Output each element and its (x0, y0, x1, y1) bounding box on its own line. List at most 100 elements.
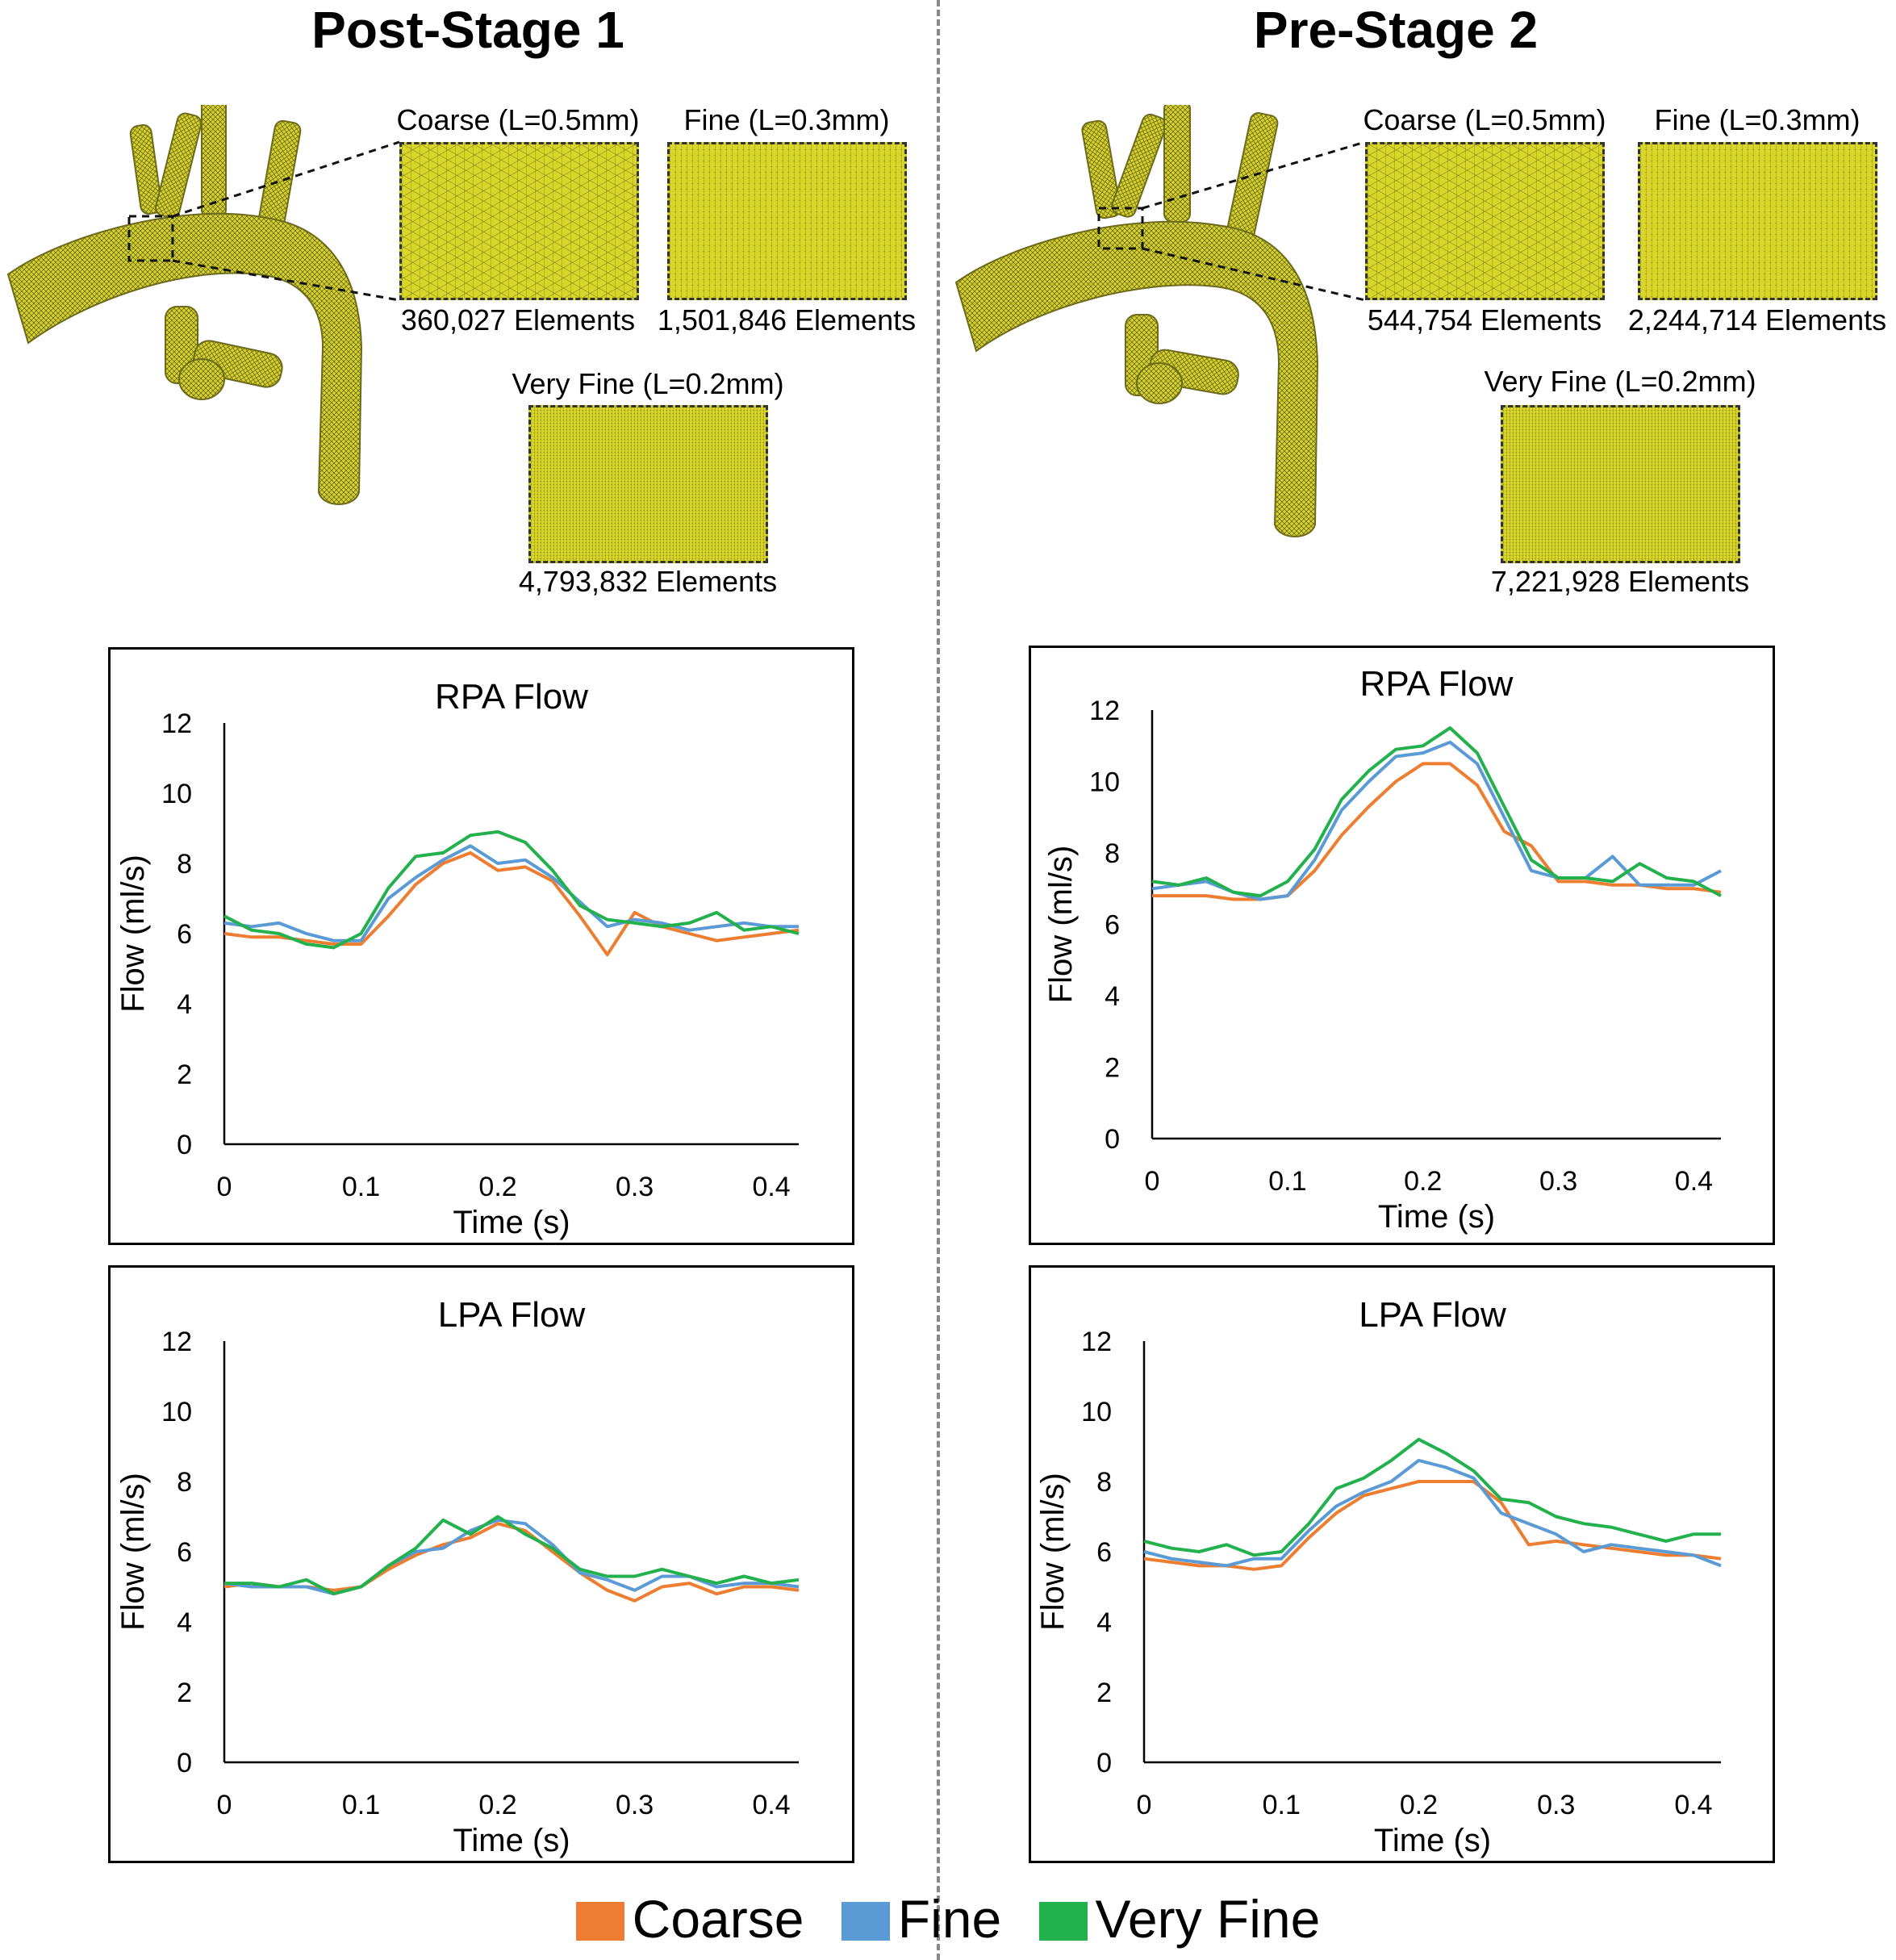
mesh-coarse-left (399, 142, 639, 300)
chart-1-ytick-1: 2 (177, 1678, 192, 1708)
chart-0-series-fine (223, 844, 799, 942)
chart-0-ytick-0: 0 (177, 1130, 192, 1160)
chart-3-ylabel: Flow (ml/s) (1035, 1473, 1071, 1631)
chart-0-ytick-5: 10 (161, 779, 192, 809)
chart-0-ytick-3: 6 (177, 919, 192, 950)
chart-3-xtick-3: 0.3 (1537, 1790, 1575, 1820)
chart-0-ylabel: Flow (ml/s) (115, 855, 151, 1013)
chart-lpa-left: LPA Flow 0 2 4 6 8 10 12 0 0.1 0.2 0.3 0.4 Time (s) Fl… (115, 1295, 800, 1858)
chart-2-series-very-fine (1151, 726, 1722, 898)
chart-3-ytick-6: 12 (1081, 1327, 1112, 1357)
chart-2-ytick-6: 12 (1089, 696, 1120, 726)
mesh-elements-coarse-left: 360,027 Elements (400, 303, 636, 336)
chart-2-xtick-0: 0 (1145, 1166, 1160, 1197)
chart-3-title: LPA Flow (1359, 1295, 1506, 1335)
chart-2-series-coarse (1152, 762, 1722, 901)
chart-1-ytick-4: 8 (177, 1467, 192, 1498)
zoom-connectors (127, 140, 1366, 302)
chart-3-ytick-2: 4 (1096, 1607, 1112, 1638)
chart-1-xlabel: Time (s) (453, 1823, 570, 1858)
chart-3-xtick-0: 0 (1137, 1790, 1152, 1820)
chart-rpa-left: RPA Flow 0 2 4 6 8 10 12 0 0.1 0.2 0.3 0.4 Time (s) Fl… (115, 677, 800, 1240)
legend-swatch-very-fine (1038, 1902, 1088, 1941)
chart-0-xlabel: Time (s) (453, 1205, 570, 1240)
chart-2-ytick-0: 0 (1105, 1124, 1120, 1155)
mesh-label-fine-left: Fine (L=0.3mm) (683, 103, 890, 136)
legend-item-fine: Fine (841, 1888, 1002, 1950)
chart-2-xtick-4: 0.4 (1675, 1166, 1713, 1197)
chart-1-series-very-fine (224, 1515, 800, 1596)
chart-1-xtick-3: 0.3 (616, 1790, 654, 1820)
legend-item-very-fine: Very Fine (1038, 1888, 1321, 1950)
vessel-model-right (954, 105, 1319, 537)
chart-3-xtick-2: 0.2 (1400, 1790, 1438, 1820)
chart-frame-rpa-left: RPA Flow 0 2 4 6 8 10 12 0 0.1 0.2 0.3 0.4 Time (s) Fl… (108, 647, 854, 1245)
mesh-label-coarse-left: Coarse (L=0.5mm) (396, 103, 640, 136)
heading-pre-stage-2: Pre-Stage 2 (1253, 1, 1539, 59)
mesh-vfine-left (528, 405, 768, 563)
mesh-coarse-right (1365, 142, 1605, 300)
chart-3-ytick-1: 2 (1096, 1678, 1112, 1708)
chart-2-ytick-2: 4 (1105, 981, 1120, 1012)
mesh-label-fine-right: Fine (L=0.3mm) (1654, 103, 1861, 136)
mesh-label-coarse-right: Coarse (L=0.5mm) (1363, 103, 1606, 136)
mesh-fine-left (667, 142, 907, 300)
chart-3-series-fine (1143, 1458, 1722, 1568)
mesh-elements-fine-right: 2,244,714 Elements (1627, 303, 1887, 336)
chart-1-ytick-2: 4 (177, 1607, 192, 1638)
chart-frame-lpa-left: LPA Flow 0 2 4 6 8 10 12 0 0.1 0.2 0.3 0.4 Time (s) Fl… (108, 1265, 854, 1863)
mesh-label-vfine-left: Very Fine (L=0.2mm) (512, 367, 784, 400)
chart-0-xtick-0: 0 (217, 1172, 232, 1202)
chart-1-ytick-6: 12 (161, 1327, 192, 1357)
chart-0-series-coarse (223, 850, 800, 957)
chart-2-xtick-1: 0.1 (1268, 1166, 1306, 1197)
chart-0-ytick-4: 8 (177, 849, 192, 880)
chart-2-ylabel: Flow (ml/s) (1043, 846, 1079, 1004)
chart-2-ytick-3: 6 (1105, 910, 1120, 941)
chart-frame-lpa-right: LPA Flow 0 2 4 6 8 10 12 0 0.1 0.2 0.3 0.4 Time (s) Fl… (1029, 1265, 1775, 1863)
legend-swatch-coarse (575, 1902, 624, 1941)
chart-2-ytick-1: 2 (1105, 1053, 1120, 1084)
legend-swatch-fine (841, 1902, 890, 1941)
chart-1-series-fine (223, 1518, 800, 1596)
chart-2-title: RPA Flow (1360, 664, 1514, 704)
chart-0-series-very-fine (223, 830, 800, 950)
chart-1-xtick-0: 0 (217, 1790, 232, 1820)
legend-item-coarse: Coarse (575, 1888, 804, 1950)
chart-2-ytick-4: 8 (1105, 838, 1120, 869)
mesh-elements-vfine-left: 4,793,832 Elements (518, 565, 778, 598)
mesh-elements-vfine-right: 7,221,928 Elements (1490, 565, 1750, 598)
chart-0-xtick-1: 0.1 (342, 1172, 380, 1202)
chart-1-ylabel: Flow (ml/s) (115, 1473, 151, 1631)
chart-rpa-right: RPA Flow 0 2 4 6 8 10 12 0 0.1 0.2 0.3 0.4 Time (s) Fl… (1043, 664, 1722, 1235)
chart-frame-rpa-right: RPA Flow 0 2 4 6 8 10 12 0 0.1 0.2 0.3 0.4 Time (s) Fl… (1029, 646, 1775, 1245)
chart-2-series-fine (1151, 740, 1722, 901)
chart-1-xtick-2: 0.2 (478, 1790, 516, 1820)
heading-post-stage-1: Post-Stage 1 (311, 1, 624, 59)
chart-0-xtick-3: 0.3 (616, 1172, 654, 1202)
chart-3-ytick-0: 0 (1096, 1748, 1112, 1778)
mesh-vfine-right (1501, 405, 1740, 563)
mesh-fine-right (1638, 142, 1877, 300)
legend-label-fine: Fine (897, 1889, 1002, 1949)
legend-label-very-fine: Very Fine (1095, 1889, 1321, 1949)
chart-0-xtick-4: 0.4 (752, 1172, 790, 1202)
mesh-elements-fine-left: 1,501,846 Elements (657, 303, 917, 336)
chart-2-xlabel: Time (s) (1378, 1199, 1495, 1235)
chart-1-title: LPA Flow (438, 1295, 586, 1335)
mesh-label-vfine-right: Very Fine (L=0.2mm) (1484, 365, 1756, 398)
chart-3-series-coarse (1143, 1480, 1722, 1571)
chart-1-ytick-0: 0 (177, 1748, 192, 1778)
chart-1-ytick-3: 6 (177, 1537, 192, 1568)
chart-3-xlabel: Time (s) (1374, 1823, 1491, 1858)
chart-1-ytick-5: 10 (161, 1397, 192, 1427)
chart-3-series-very-fine (1143, 1437, 1721, 1557)
mesh-elements-coarse-right: 544,754 Elements (1367, 303, 1602, 336)
chart-2-xtick-2: 0.2 (1404, 1166, 1442, 1197)
chart-3-ytick-4: 8 (1096, 1467, 1112, 1498)
vessel-model-left (6, 105, 363, 505)
chart-3-ytick-3: 6 (1096, 1537, 1112, 1568)
chart-1-xtick-1: 0.1 (342, 1790, 380, 1820)
panel-divider (937, 0, 940, 1960)
legend: Coarse Fine Very Fine (0, 1888, 1896, 1950)
